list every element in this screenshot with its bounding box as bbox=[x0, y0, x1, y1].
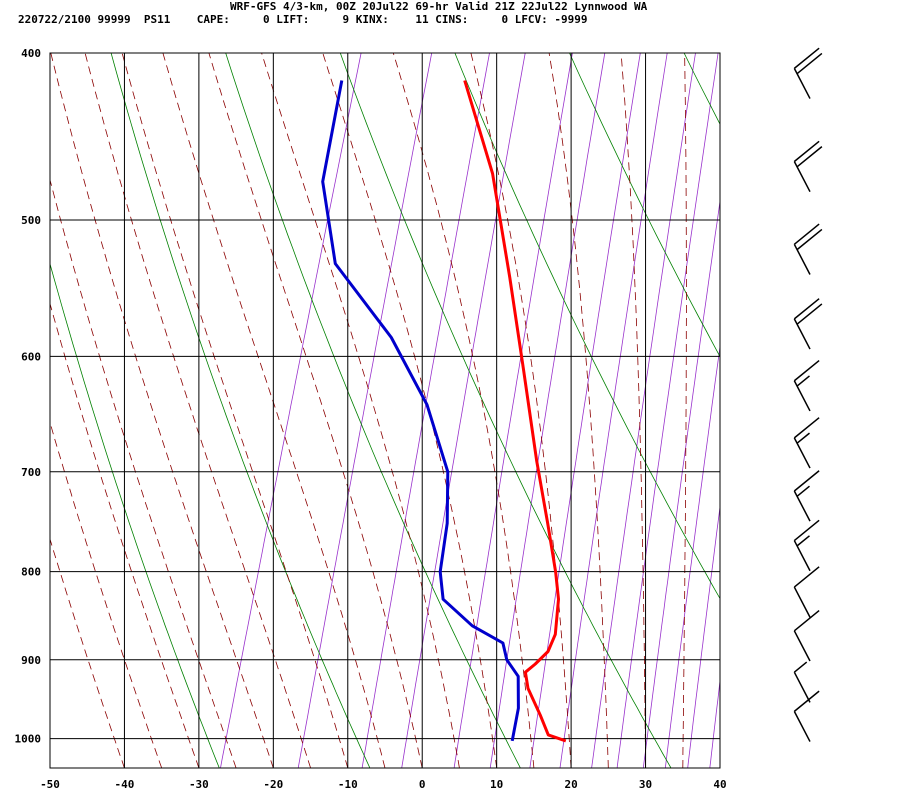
wind-barb bbox=[793, 223, 823, 275]
moist-adiabat-line bbox=[208, 53, 423, 768]
mixing-ratio-line bbox=[361, 53, 490, 768]
moist-adiabat-line bbox=[50, 53, 274, 768]
moist-adiabat-line bbox=[261, 53, 460, 768]
dry-adiabat-line bbox=[799, 53, 900, 768]
y-tick-label: 500 bbox=[21, 214, 41, 227]
plot-frame bbox=[49, 52, 721, 769]
x-tick-label: -20 bbox=[263, 778, 283, 791]
wind-barb bbox=[793, 47, 823, 99]
dry-adiabat-line bbox=[454, 53, 720, 600]
station-info: 220722/2100 99999 PS11 CAPE: 0 LIFT: 9 K… bbox=[18, 13, 588, 26]
x-tick-label: 0 bbox=[419, 778, 426, 791]
wind-barbs bbox=[793, 47, 823, 742]
dry-adiabat-line bbox=[569, 53, 720, 358]
mixing-ratio-line bbox=[709, 677, 720, 768]
mixing-ratio-line bbox=[489, 53, 606, 768]
wind-barb bbox=[793, 359, 820, 412]
dry-adiabat-line bbox=[225, 53, 521, 768]
x-tick-label: -50 bbox=[40, 778, 60, 791]
x-tick-label: -40 bbox=[115, 778, 135, 791]
moist-adiabat-line bbox=[50, 537, 125, 768]
mixing-ratio-line bbox=[750, 53, 836, 768]
profiles bbox=[321, 80, 567, 743]
y-tick-label: 700 bbox=[21, 466, 41, 479]
x-tick-label: 20 bbox=[564, 778, 577, 791]
axis-labels: -50 -40 -30 -20 -10 0 10 20 30 40 400 500 600 700 800 9… bbox=[15, 47, 727, 791]
mixing-ratio-line bbox=[453, 53, 573, 768]
wind-barb bbox=[793, 140, 823, 193]
mixing-ratio-line bbox=[664, 343, 720, 768]
wind-barb bbox=[793, 298, 823, 350]
dry-adiabat-line bbox=[339, 53, 672, 768]
moist-adiabat-line bbox=[470, 53, 572, 768]
background-lines bbox=[50, 53, 900, 768]
mixing-ratio-line bbox=[642, 198, 720, 768]
x-tick-label: 10 bbox=[490, 778, 503, 791]
mixing-ratio-line bbox=[687, 503, 720, 768]
moist-adiabat-line bbox=[620, 53, 646, 768]
mixing-ratio-line bbox=[297, 53, 433, 768]
x-tick-label: 30 bbox=[639, 778, 652, 791]
wind-barb bbox=[793, 690, 820, 742]
moist-adiabat-line bbox=[719, 753, 720, 768]
moist-adiabat-line bbox=[322, 53, 498, 768]
moist-adiabat-line bbox=[84, 53, 311, 768]
y-tick-label: 900 bbox=[21, 654, 41, 667]
moist-adiabat-line bbox=[162, 53, 386, 768]
moist-adiabat-line bbox=[548, 53, 609, 768]
chart-title: WRF-GFS 4/3-km, 00Z 20Jul22 69-hr Valid … bbox=[230, 0, 648, 13]
moist-adiabat-line bbox=[50, 178, 237, 768]
x-tick-label: -10 bbox=[338, 778, 358, 791]
x-tick-label: 40 bbox=[713, 778, 726, 791]
mixing-ratio-line bbox=[731, 53, 819, 768]
wind-barb bbox=[793, 470, 820, 522]
dry-adiabat-line bbox=[50, 262, 220, 768]
temperature-line bbox=[463, 80, 567, 743]
dry-adiabat-line bbox=[683, 53, 720, 125]
x-tick-label: -30 bbox=[189, 778, 209, 791]
moist-adiabat-line bbox=[121, 53, 349, 768]
mixing-ratio-line bbox=[559, 53, 668, 768]
y-tick-label: 1000 bbox=[15, 733, 42, 746]
dewpoint-line bbox=[321, 80, 520, 742]
wind-barb bbox=[793, 661, 811, 703]
moist-adiabat-line bbox=[392, 53, 535, 768]
mixing-ratio-line bbox=[591, 53, 696, 768]
y-tick-label: 400 bbox=[21, 47, 41, 60]
y-tick-label: 600 bbox=[21, 350, 41, 363]
wind-barb bbox=[793, 610, 820, 662]
dry-adiabat-line bbox=[110, 53, 371, 768]
mixing-ratio-line bbox=[220, 53, 362, 768]
wind-barb bbox=[793, 519, 820, 572]
mixing-ratio-line bbox=[616, 53, 719, 768]
moist-adiabat-line bbox=[50, 421, 163, 768]
y-tick-label: 800 bbox=[21, 566, 41, 579]
moist-adiabat-line bbox=[682, 53, 687, 768]
wind-barb bbox=[793, 566, 820, 618]
wind-barb bbox=[793, 417, 820, 469]
moist-adiabat-line bbox=[50, 302, 200, 768]
